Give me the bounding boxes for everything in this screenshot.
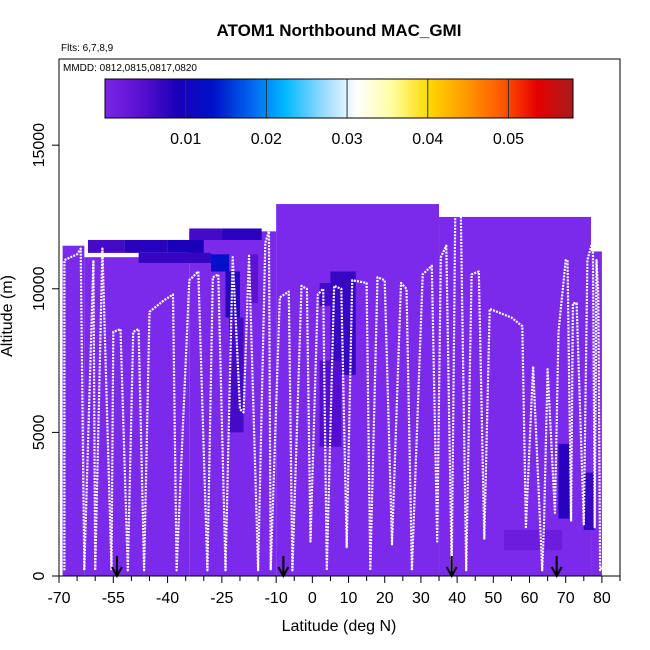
y-tick-label: 15000	[31, 123, 48, 168]
heatmap-cell	[189, 228, 222, 240]
x-tick-label: 60	[521, 590, 539, 607]
colorbar-tick-label: 0.03	[331, 131, 362, 148]
heatmap-cell	[62, 245, 85, 576]
x-tick-label: 10	[340, 590, 358, 607]
heatmap-cell	[87, 239, 125, 253]
x-tick-label: 30	[412, 590, 430, 607]
colorbar-tick-label: 0.05	[493, 131, 524, 148]
heatmap-cell	[221, 228, 262, 240]
heatmap-cell	[167, 239, 204, 253]
x-tick-label: -55	[102, 590, 125, 607]
colorbar: 0.01 0.02 0.03 0.04 0.05	[104, 78, 574, 148]
y-tick-label: 5000	[31, 414, 48, 450]
colorbar-tick-lines	[185, 79, 509, 118]
x-tick-label: -70	[47, 590, 70, 607]
chart-title: ATOM1 Northbound MAC_GMI	[217, 21, 462, 40]
heatmap-cell	[504, 530, 563, 551]
colorbar-tick-labels: 0.01 0.02 0.03 0.04 0.05	[170, 131, 524, 148]
y-tick-label: 10000	[31, 266, 48, 311]
x-tick-label: 50	[484, 590, 502, 607]
x-tick-label: -10	[265, 590, 288, 607]
x-tick-label: 70	[557, 590, 575, 607]
heatmap-cell	[138, 252, 212, 263]
heatmap-cell	[247, 254, 259, 304]
heatmap-cell	[225, 271, 240, 318]
x-axis: -70 -55 -40 -25 -10 0 10 20 30 40 50 60 70 80	[47, 576, 621, 607]
flights-label: Flts: 6,7,8,9	[61, 43, 114, 54]
x-axis-label: Latitude (deg N)	[282, 618, 397, 635]
y-tick-label: 0	[31, 571, 48, 580]
x-tick-label: 20	[376, 590, 394, 607]
flight-track-line	[63, 204, 603, 572]
y-axis-label: Altitude (m)	[0, 275, 16, 357]
colorbar-tick-label: 0.01	[170, 131, 201, 148]
x-tick-label: -25	[210, 590, 233, 607]
heatmap-cell	[124, 239, 168, 253]
colorbar-tick-label: 0.02	[251, 131, 282, 148]
x-tick-label: 80	[593, 590, 611, 607]
plot-frame	[58, 58, 621, 577]
colorbar-tick-label: 0.04	[412, 131, 443, 148]
x-tick-label: -40	[156, 590, 179, 607]
colorbar-gradient	[105, 79, 573, 118]
x-tick-label: 0	[308, 590, 317, 607]
plot-area	[62, 204, 603, 576]
heatmap-cell	[558, 443, 570, 519]
heatmap-cell	[583, 472, 595, 531]
dates-label: MMDD: 0812,0815,0817,0820	[63, 63, 197, 74]
x-tick-label: 40	[448, 590, 466, 607]
y-axis: 0 5000 10000 15000	[31, 123, 59, 580]
heatmap-cell	[211, 254, 230, 272]
